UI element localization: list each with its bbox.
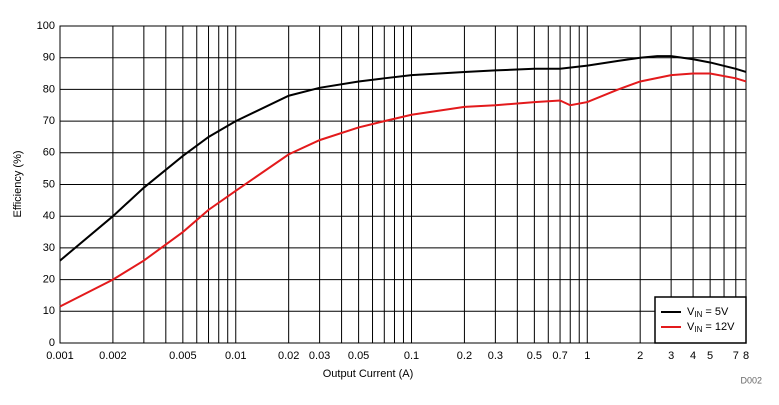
x-axis-label: Output Current (A) <box>323 368 413 380</box>
x-tick-label: 2 <box>637 350 643 362</box>
legend-label: VIN = 12V <box>687 321 735 334</box>
x-tick-label: 7 <box>733 350 739 362</box>
x-tick-label: 0.001 <box>46 350 74 362</box>
y-tick-label: 40 <box>43 210 55 222</box>
x-tick-label: 3 <box>668 350 674 362</box>
x-tick-label: 1 <box>584 350 590 362</box>
x-tick-label: 0.7 <box>552 350 567 362</box>
legend-box <box>654 296 747 344</box>
y-tick-label: 90 <box>43 52 55 64</box>
legend-label: VIN = 5V <box>687 306 729 319</box>
y-tick-label: 10 <box>43 305 55 317</box>
y-tick-label: 60 <box>43 147 55 159</box>
y-tick-label: 70 <box>43 115 55 127</box>
series-line <box>59 55 747 262</box>
y-tick-label: 50 <box>43 178 55 190</box>
x-tick-label: 0.005 <box>169 350 197 362</box>
x-tick-label: 5 <box>707 350 713 362</box>
y-tick-label: 80 <box>43 83 55 95</box>
x-tick-label: 4 <box>690 350 696 362</box>
x-tick-label: 0.03 <box>309 350 330 362</box>
x-tick-label: 0.2 <box>457 350 472 362</box>
x-tick-label: 0.002 <box>99 350 127 362</box>
plot-border <box>59 25 747 344</box>
y-tick-label: 30 <box>43 242 55 254</box>
footnote: D002 <box>740 375 762 385</box>
series-line <box>59 72 747 308</box>
x-tick-label: 0.5 <box>527 350 542 362</box>
y-tick-label: 0 <box>49 337 55 349</box>
x-tick-label: 0.05 <box>348 350 369 362</box>
x-tick-label: 0.02 <box>278 350 299 362</box>
x-tick-label: 8 <box>743 350 749 362</box>
x-tick-label: 0.1 <box>404 350 419 362</box>
y-tick-label: 20 <box>43 274 55 286</box>
y-axis-label: Efficiency (%) <box>12 150 24 217</box>
y-tick-label: 100 <box>37 20 55 32</box>
x-tick-label: 0.3 <box>488 350 503 362</box>
x-tick-label: 0.01 <box>225 350 246 362</box>
